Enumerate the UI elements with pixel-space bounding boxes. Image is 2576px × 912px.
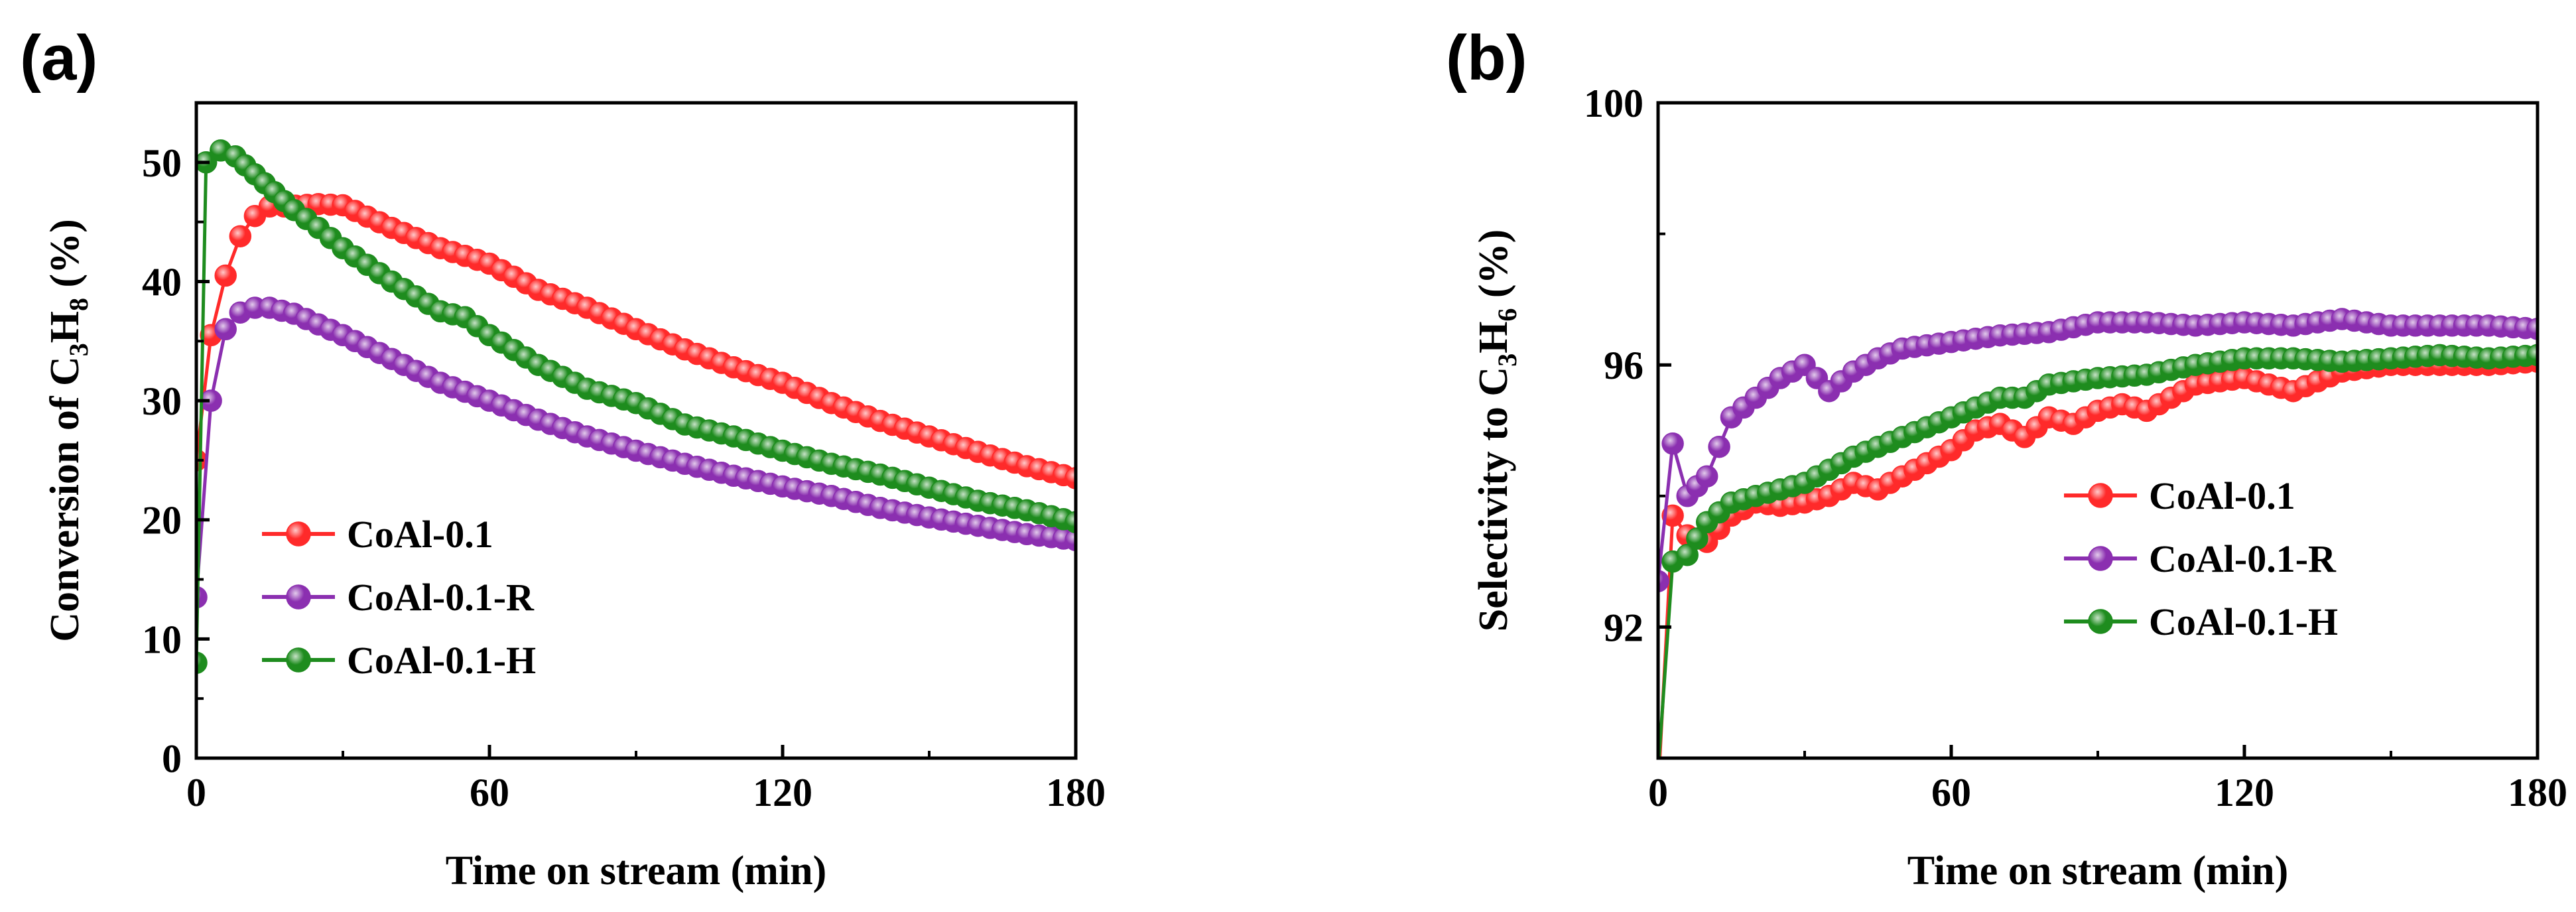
data-point: [1661, 504, 1684, 527]
x-tick-label: 180: [2508, 771, 2567, 814]
data-point: [1695, 465, 1718, 488]
x-tick-label: 0: [186, 771, 206, 814]
y-tick-label: 50: [142, 141, 182, 185]
panel-b-x-axis-title: Time on stream (min): [1907, 848, 2289, 893]
panel-b-series: [1658, 308, 2538, 758]
panel-b-ylabel-sub1: 3: [1492, 354, 1522, 367]
legend-marker: [2088, 546, 2113, 571]
series-line-coal-0.1: [1658, 359, 2538, 758]
legend-marker: [286, 521, 311, 547]
panel-a-legend: CoAl-0.1 CoAl-0.1-R CoAl-0.1-H: [262, 513, 536, 682]
panel-a-ylabel-sub2: 8: [64, 298, 94, 311]
y-tick-label: 92: [1604, 606, 1643, 649]
panel-b-ylabel-sub2: 6: [1492, 308, 1522, 322]
y-tick-label: 30: [142, 379, 182, 423]
data-point: [2526, 344, 2538, 367]
legend-entry-label: CoAl-0.1: [347, 513, 493, 556]
panel-b-label: (b): [1446, 23, 1527, 94]
legend-entry-label: CoAl-0.1-H: [347, 639, 536, 682]
y-tick-label: 96: [1604, 344, 1643, 387]
data-point: [1686, 527, 1708, 550]
y-tick-label: 20: [142, 499, 182, 543]
x-tick-label: 0: [1648, 771, 1668, 814]
panel-a-ylabel-sub1: 3: [64, 343, 94, 356]
panel-a-y-axis-title: Conversion of C3H8 (%): [42, 219, 94, 642]
data-point: [1676, 543, 1699, 566]
panel-a-label: (a): [20, 23, 97, 94]
data-point: [196, 651, 208, 675]
y-tick-label: 10: [142, 618, 182, 661]
y-tick-label: 100: [1584, 82, 1643, 125]
data-point: [214, 318, 237, 341]
data-point: [2526, 318, 2538, 340]
x-tick-label: 120: [753, 771, 812, 814]
panel-a-ticks: 0 60 120 180 0 10 20 30 40 50: [142, 141, 1106, 814]
panel-b-ticks: 0 60 120 180 92 96 100: [1584, 82, 2567, 814]
panel-a: (a) 0 60 120 180 0 10 20 30 40 50 Time on stream …: [20, 23, 1106, 893]
panel-b-y-axis-title: Selectivity to C3H6 (%): [1471, 229, 1522, 631]
x-tick-label: 60: [470, 771, 509, 814]
x-tick-label: 60: [1931, 771, 1971, 814]
legend-entry-label: CoAl-0.1-H: [2149, 600, 2338, 643]
panel-b-legend: CoAl-0.1 CoAl-0.1-R CoAl-0.1-H: [2064, 474, 2338, 643]
panel-a-series: [196, 139, 1076, 675]
data-point: [1064, 529, 1076, 552]
x-tick-label: 120: [2215, 771, 2274, 814]
data-point: [1064, 467, 1076, 489]
y-tick-label: 0: [162, 737, 182, 781]
data-point: [1661, 432, 1684, 455]
legend-entry-label: CoAl-0.1-R: [347, 576, 535, 619]
data-point: [1708, 435, 1730, 458]
panel-a-ylabel-mid: H: [42, 311, 88, 343]
panel-a-ylabel-main: Conversion of C: [42, 356, 88, 642]
legend-entry-label: CoAl-0.1-R: [2149, 537, 2337, 580]
data-point: [1658, 570, 1669, 592]
legend-marker: [2088, 483, 2113, 508]
data-point: [229, 225, 252, 247]
panel-b-ylabel-mid: H: [1471, 322, 1516, 354]
panel-b-ylabel-tail: (%): [1471, 229, 1516, 308]
legend-marker: [286, 584, 311, 610]
panel-b-plot-frame: [1656, 101, 2540, 760]
y-tick-label: 40: [142, 260, 182, 304]
legend-marker: [2088, 609, 2113, 634]
panel-b: (b) 0 60 120 180 92 96 100 Time on stream (min…: [1446, 23, 2567, 893]
legend-marker: [286, 647, 311, 673]
data-point: [214, 264, 237, 287]
panel-a-x-axis-title: Time on stream (min): [446, 848, 827, 893]
x-tick-label: 180: [1046, 771, 1106, 814]
legend-entry-label: CoAl-0.1: [2149, 474, 2295, 517]
data-point: [1064, 511, 1076, 534]
panel-a-ylabel-tail: (%): [42, 219, 88, 298]
panel-b-ylabel-main: Selectivity to C: [1471, 367, 1516, 631]
